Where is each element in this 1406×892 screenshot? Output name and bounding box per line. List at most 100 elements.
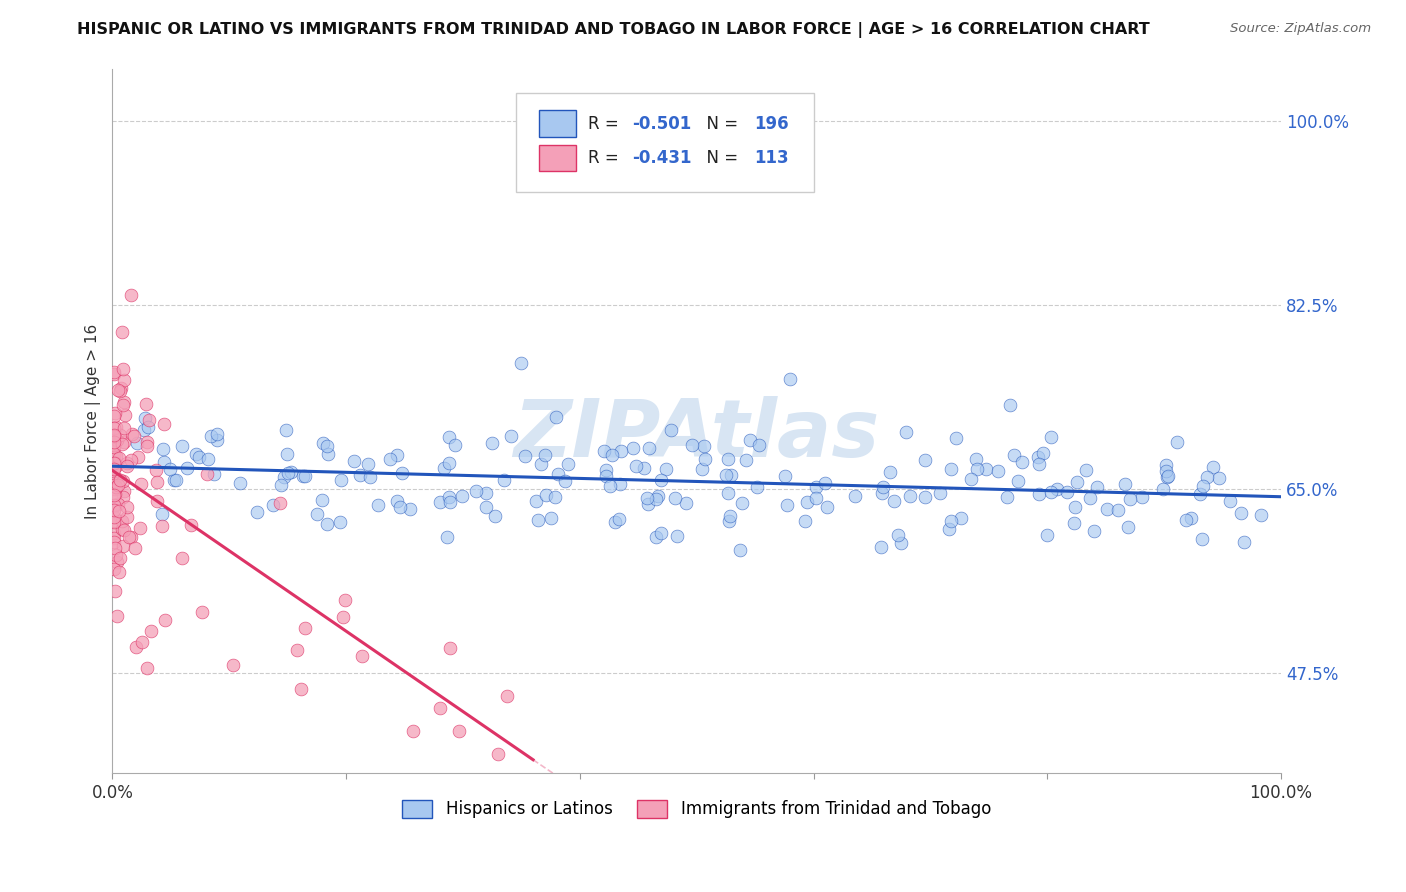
Point	[145, 463, 167, 477]
Point	[437, 490, 460, 504]
Point	[139, 624, 162, 639]
Point	[205, 427, 228, 442]
Point	[879, 465, 901, 479]
Point	[626, 458, 648, 473]
Point	[111, 325, 134, 339]
Point	[111, 514, 134, 528]
Point	[735, 453, 758, 467]
Point	[110, 384, 132, 398]
Point	[104, 433, 127, 447]
Point	[307, 507, 329, 521]
Point	[103, 487, 125, 501]
Point	[804, 491, 827, 506]
Point	[273, 470, 295, 484]
Point	[1118, 520, 1140, 534]
Point	[1007, 475, 1029, 489]
Point	[108, 428, 131, 442]
Point	[894, 425, 917, 439]
Point	[191, 606, 214, 620]
Point	[285, 643, 308, 657]
Point	[136, 420, 159, 434]
Point	[398, 502, 420, 516]
Point	[128, 521, 150, 535]
Point	[607, 512, 630, 526]
Point	[621, 441, 644, 455]
Point	[1195, 470, 1218, 484]
Point	[543, 490, 565, 504]
Point	[153, 455, 176, 469]
Point	[1011, 455, 1033, 469]
Point	[176, 461, 198, 475]
Point	[1189, 487, 1212, 501]
Point	[276, 447, 298, 461]
Point	[103, 456, 125, 470]
Point	[995, 490, 1018, 504]
Point	[112, 484, 135, 499]
Point	[633, 461, 655, 475]
Point	[609, 443, 631, 458]
Point	[105, 556, 128, 570]
Text: -0.501: -0.501	[633, 114, 692, 133]
Point	[1250, 508, 1272, 523]
Point	[402, 724, 425, 739]
Point	[1166, 434, 1188, 449]
Point	[524, 494, 547, 508]
Point	[103, 461, 125, 475]
Point	[1002, 448, 1025, 462]
Point	[492, 473, 515, 487]
Point	[776, 498, 799, 512]
Point	[184, 447, 207, 461]
Point	[659, 423, 682, 437]
Point	[163, 474, 186, 488]
Point	[595, 463, 617, 477]
Point	[112, 421, 135, 435]
Point	[475, 486, 498, 500]
Point	[112, 398, 135, 412]
Text: R =: R =	[588, 114, 624, 133]
Point	[103, 478, 125, 492]
Point	[195, 467, 218, 482]
Point	[202, 467, 225, 482]
Point	[135, 397, 157, 411]
Point	[1233, 534, 1256, 549]
Point	[155, 613, 177, 627]
Point	[200, 429, 222, 443]
Point	[1192, 478, 1215, 492]
Point	[359, 470, 381, 484]
Point	[1180, 511, 1202, 525]
Point	[544, 409, 567, 424]
Point	[103, 514, 125, 528]
Point	[796, 495, 818, 509]
Point	[814, 475, 837, 490]
Point	[132, 423, 155, 437]
Point	[1154, 458, 1177, 473]
Point	[104, 457, 127, 471]
Point	[898, 489, 921, 503]
Point	[1046, 482, 1069, 496]
Point	[533, 448, 555, 462]
Point	[987, 464, 1010, 478]
Point	[1087, 480, 1109, 494]
Point	[1036, 527, 1059, 541]
Point	[159, 462, 181, 476]
Point	[103, 510, 125, 524]
Point	[650, 473, 672, 487]
Point	[439, 495, 461, 509]
Point	[103, 474, 125, 488]
Point	[501, 428, 523, 442]
Point	[104, 471, 127, 485]
FancyBboxPatch shape	[516, 93, 814, 192]
Point	[966, 461, 988, 475]
Point	[773, 468, 796, 483]
Point	[136, 661, 159, 675]
Point	[718, 508, 741, 523]
Point	[103, 483, 125, 497]
Point	[104, 420, 127, 434]
Point	[107, 478, 129, 492]
Point	[187, 450, 209, 465]
Point	[391, 466, 413, 480]
Point	[437, 456, 460, 470]
Point	[120, 287, 142, 301]
Point	[481, 435, 503, 450]
Point	[197, 452, 219, 467]
